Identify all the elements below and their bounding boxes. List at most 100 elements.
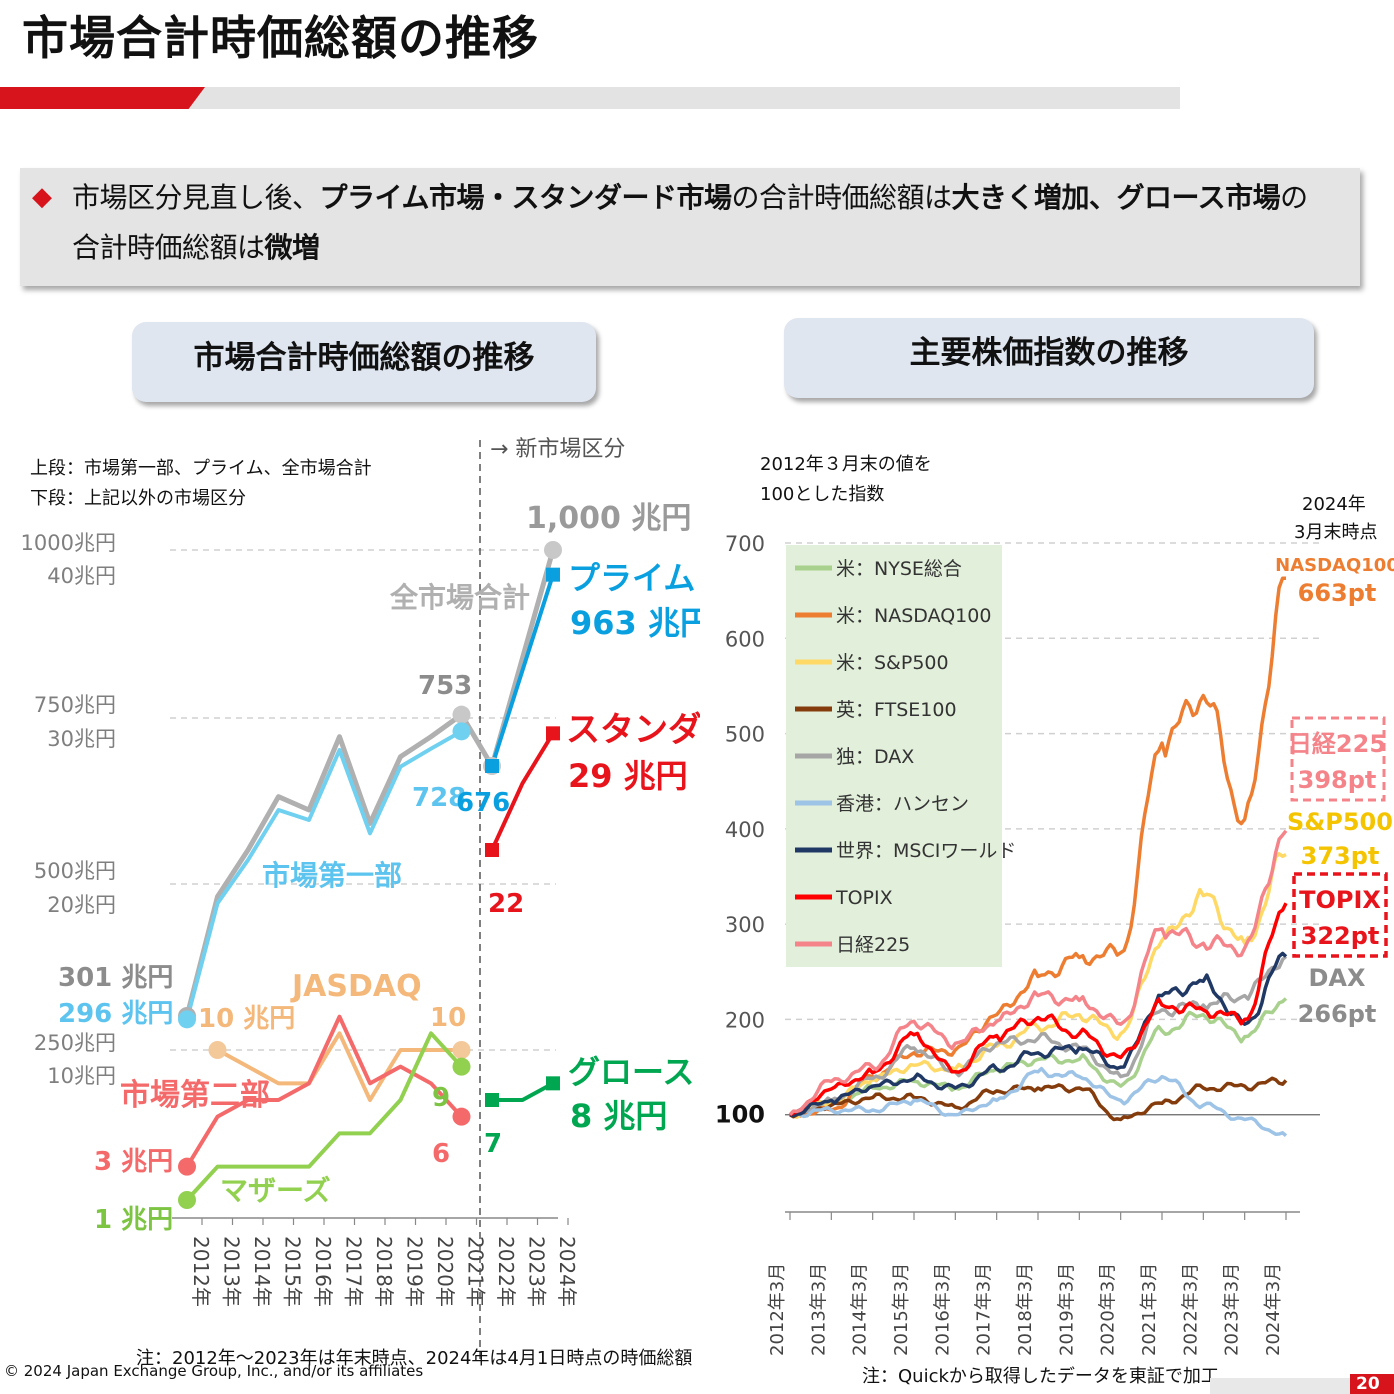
point-prime-2024	[546, 567, 560, 582]
left-footnote: 注：2012年～2023年は年末時点、2024年は4月1日時点の時価総額	[136, 1348, 693, 1369]
x-tick-label: 2022年	[494, 1236, 518, 1307]
data-label: グロース	[568, 1053, 694, 1091]
summary-text-run: プライム市場・スタンダード市場	[319, 181, 732, 214]
legend-label: 米：S&P500	[836, 652, 949, 674]
data-label: マザーズ	[220, 1174, 331, 1207]
new-segment-label: → 新市場区分	[490, 437, 625, 462]
summary-text-run: の	[1280, 181, 1308, 214]
data-label: 29 兆円	[568, 757, 688, 795]
data-label: 9	[432, 1083, 450, 1113]
series-line-マザーズ	[185, 1031, 463, 1202]
end-label: 日経225	[1288, 730, 1386, 758]
x-tick-label: 2024年3月	[1263, 1263, 1284, 1356]
stock-index-chart: 100 200 300 400 500 600 700 2012年3月 2013年3月 2014年…	[715, 532, 1394, 1356]
summary-text-run: 市場区分見直し後、	[72, 181, 320, 214]
data-label: 10	[430, 1003, 466, 1033]
series-line	[789, 902, 1288, 1117]
summary-line-2: 合計時価総額は微増	[72, 226, 320, 266]
x-tick-label: 2023年	[525, 1236, 549, 1307]
highlight-box-topix	[1292, 872, 1388, 958]
summary-text-run: 合計時価総額は	[72, 231, 265, 264]
as-of-note-2: 3月末時点	[1294, 522, 1378, 543]
diamond-bullet-icon: ◆	[32, 182, 52, 212]
legend-label: TOPIX	[835, 887, 893, 909]
x-tick-label: 2020年3月	[1098, 1263, 1119, 1356]
data-label: 8 兆円	[570, 1097, 667, 1135]
x-tick-label: 2013年3月	[808, 1263, 829, 1356]
legend-label: 米：NYSE総合	[836, 558, 962, 580]
point-standard-2022	[485, 843, 499, 857]
series-line	[789, 951, 1288, 1118]
series-line-スタンダード	[490, 732, 555, 851]
y-tick-lower: 40兆円	[47, 564, 116, 588]
data-label: 296 兆円	[58, 999, 173, 1029]
legend-label: 日経225	[836, 934, 910, 956]
end-label: TOPIX	[1299, 886, 1381, 914]
x-tick-label: 2021年	[464, 1236, 488, 1307]
right-axis-note-1: 2012年３月末の値を	[760, 454, 932, 475]
right-axis-note-2: 100とした指数	[760, 484, 885, 505]
series-line-全市場合計	[184, 549, 556, 1017]
data-label: プライム	[568, 559, 695, 597]
market-cap-chart: 1000兆円 40兆円 750兆円 30兆円 500兆円 20兆円 250兆円 10兆円 201…	[21, 437, 700, 1360]
end-label: 322pt	[1301, 922, 1380, 950]
point-first-2021	[452, 722, 471, 741]
left-note-upper: 上段：市場第一部、プライム、全市場合計	[30, 458, 372, 479]
data-label: 1 兆円	[94, 1205, 173, 1235]
series-line-市場第一部	[185, 729, 463, 1020]
summary-text-run: 微増	[264, 231, 321, 264]
end-label: DAX	[1309, 964, 1366, 992]
data-label: 301 兆円	[58, 963, 173, 993]
copyright: © 2024 Japan Exchange Group, Inc., and/o…	[4, 1362, 424, 1380]
x-tick-label: 2022年3月	[1180, 1263, 1201, 1356]
data-label: 7	[484, 1129, 502, 1159]
x-tick-label: 2014年	[250, 1236, 274, 1307]
end-label: S&P500	[1287, 808, 1393, 836]
x-tick-label: 2018年3月	[1015, 1263, 1036, 1356]
series-line-市場第二部	[185, 1014, 463, 1168]
legend-label: 世界：MSCIワールド	[836, 840, 1016, 862]
x-tick-label: 2019年3月	[1056, 1263, 1077, 1356]
y-tick-lower: 20兆円	[47, 893, 116, 917]
point-jasdaq-2013	[208, 1041, 227, 1059]
point-growth-2024	[546, 1076, 560, 1091]
summary-box: ◆ 市場区分見直し後、プライム市場・スタンダード市場の合計時価総額は大きく増加、…	[20, 168, 1360, 286]
x-tick-label: 2012年	[189, 1236, 213, 1307]
y-tick-lower: 30兆円	[47, 727, 116, 751]
point-jasdaq-2021	[452, 1041, 471, 1059]
x-tick-label: 2021年3月	[1139, 1263, 1160, 1356]
summary-text-run: の合計時価総額は	[731, 181, 952, 214]
y-tick-label: 100	[715, 1101, 765, 1129]
title-underline-accent	[0, 87, 205, 109]
left-panel-title: 市場合計時価総額の推移	[132, 322, 596, 402]
x-tick-label: 2016年3月	[932, 1263, 953, 1356]
data-label: JASDAQ	[290, 969, 422, 1004]
x-tick-label: 2015年3月	[891, 1263, 912, 1356]
point-first-2012	[178, 1010, 196, 1029]
data-label: 市場第一部	[262, 859, 402, 892]
point-second-2021	[452, 1107, 471, 1126]
end-label: 266pt	[1298, 1000, 1377, 1028]
series-line	[788, 829, 1288, 1116]
page-number-bar	[1210, 1378, 1394, 1394]
as-of-note-1: 2024年	[1302, 494, 1366, 515]
data-label: 3 兆円	[94, 1147, 173, 1177]
end-label: NASDAQ100	[1275, 555, 1394, 576]
point-prime-2022	[485, 759, 499, 773]
summary-text-run: 大きく増加、グロース市場	[951, 181, 1281, 214]
point-total-2021	[452, 705, 471, 724]
right-footnote: 注：Quickから取得したデータを東証で加工	[862, 1366, 1219, 1387]
highlight-box-nikkei	[1290, 716, 1386, 802]
y-tick-upper: 750兆円	[34, 693, 116, 717]
series-line	[789, 955, 1288, 1117]
x-tick-label: 2014年3月	[850, 1263, 871, 1356]
series-line	[789, 1076, 1288, 1122]
data-label: 全市場合計	[389, 581, 530, 614]
x-tick-label: 2017年3月	[974, 1263, 995, 1356]
point-mothers-2021	[452, 1057, 471, 1076]
left-note-lower: 下段：上記以外の市場区分	[30, 488, 246, 509]
title-underline-grey	[185, 87, 1180, 109]
series-line-プライム	[490, 574, 555, 767]
y-tick-label: 700	[725, 532, 765, 556]
y-tick-upper: 250兆円	[34, 1031, 116, 1055]
